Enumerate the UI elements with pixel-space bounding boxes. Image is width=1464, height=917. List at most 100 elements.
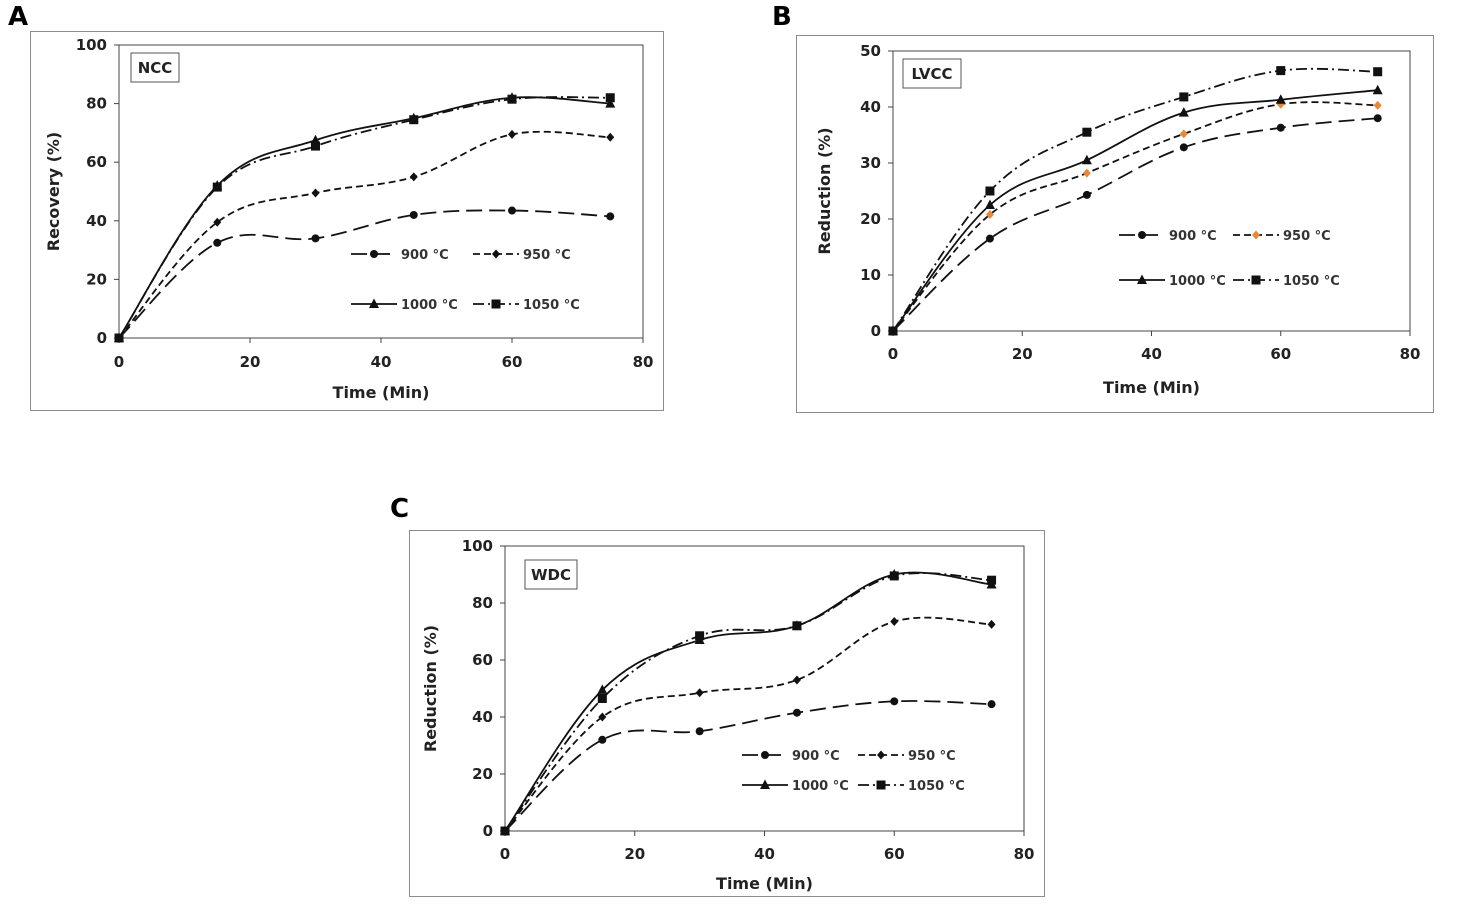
chart-a-data-point [605,93,615,103]
chart-b-data-point [1373,100,1382,110]
chart-c-ytick-label: 20 [472,765,493,783]
chart-c-data-point [598,712,607,722]
chart-a-data-point [311,234,320,243]
chart-a-data-point [311,141,320,151]
chart-a-data-point [409,210,418,219]
panel-label-a: A [8,2,29,32]
chart-a-data-point [508,129,516,139]
chart-c-xtick-label: 80 [1014,845,1035,863]
chart-b-y-axis-title: Reduction (%) [815,127,834,254]
chart-a-x-axis-title: Time (Min) [333,383,430,402]
chart-b-series-line [892,67,1378,332]
chart-c-data-point [792,708,801,717]
chart-c-xtick-label: 0 [500,845,510,863]
chart-b-ytick-label: 50 [860,42,881,60]
chart-a-y-axis-title: Recovery (%) [44,132,63,251]
chart-b-data-point [1082,190,1091,199]
chart-a-legend-marker [369,298,379,308]
chart-b-xtick-label: 60 [1270,345,1291,363]
chart-b-data-point [1179,129,1188,139]
chart-a-inset-label: NCC [138,59,173,77]
chart-c-legend-marker [877,750,885,760]
chart-b-data-point [1082,168,1091,178]
chart-b-data-point [1276,66,1286,76]
chart-b-legend-marker [1137,274,1147,284]
chart-panel-b: 0 10 20 30 40 50 0 20 40 60 80 Time (Min) Reduction … [796,35,1434,413]
chart-c-data-point [987,575,997,585]
chart-a-inset-box [130,52,180,83]
chart-c-xtick-label: 60 [884,845,905,863]
chart-b-xtick-label: 0 [888,345,898,363]
chart-c-data-point [792,675,801,685]
panel-label-c: C [390,494,410,524]
chart-b-x-axis-title: Time (Min) [1103,378,1200,397]
chart-b-xtick-label: 20 [1012,345,1033,363]
chart-c-inset-box [524,559,578,590]
chart-c-svg: 0 20 40 60 80 100 0 20 40 60 80 Time (Min) Reduction… [421,537,1035,893]
chart-c-legend-marker [876,780,886,790]
chart-b-data-point [1276,99,1285,109]
chart-c-data-point [890,697,899,706]
chart-c-legend-label: 950 °C [908,749,956,764]
chart-c-inset-label: WDC [531,566,571,584]
chart-c-series-1 [501,616,996,836]
chart-c-xtick-label: 40 [754,845,775,863]
chart-a-series-0 [115,206,615,342]
chart-c-data-point [695,688,704,698]
chart-c-data-point [987,700,996,709]
chart-c-data-point [695,631,705,641]
chart-a-legend-label: 1050 °C [523,298,580,313]
chart-c-legend-label: 900 °C [792,749,840,764]
chart-b-legend-marker [1251,275,1261,285]
chart-c-data-point [987,619,996,629]
chart-a-ytick-label: 60 [86,153,107,171]
chart-b-data-point [1373,114,1382,123]
chart-b-data-point [1081,154,1092,165]
chart-b-series-2 [888,84,1383,335]
chart-c-series-line [504,700,992,832]
chart-b-ytick-label: 40 [860,98,881,116]
chart-c-ytick-label: 100 [462,537,493,555]
chart-a-ytick-label: 20 [86,270,107,288]
chart-b-ytick-label: 10 [860,266,881,284]
chart-c-data-point [500,826,510,836]
chart-c-ytick-label: 60 [472,651,493,669]
chart-a-plot-area [118,44,644,339]
chart-c-legend-marker [761,751,769,759]
chart-a-xtick-label: 0 [114,353,124,371]
chart-a-data-point [606,212,615,221]
chart-b-xtick-label: 80 [1400,345,1421,363]
chart-b-data-point [1082,127,1092,137]
chart-a-data-point [212,182,222,192]
chart-b-plot-area [892,50,1411,332]
chart-b-data-point [1276,123,1285,132]
chart-a-xtick-label: 80 [633,353,654,371]
chart-b-data-point [1275,94,1286,104]
chart-c-ytick-label: 0 [483,822,493,840]
chart-a-legend-label: 900 °C [401,248,449,263]
chart-b-legend-label: 1000 °C [1169,274,1226,289]
chart-a-xtick-label: 40 [371,353,392,371]
chart-a-ytick-label: 0 [97,329,107,347]
chart-c-series-3 [500,571,997,836]
chart-b-legend-label: 950 °C [1283,229,1331,244]
chart-a-legend-marker [370,250,378,258]
chart-c-ytick-label: 80 [472,594,493,612]
chart-b-xtick-label: 40 [1141,345,1162,363]
chart-c-legend-label: 1050 °C [908,779,965,794]
chart-a-series-3 [114,93,615,343]
chart-a-svg: 0 20 40 60 80 100 0 20 40 60 80 Time (Min) Recovery … [44,36,654,402]
chart-a-data-point [311,188,320,198]
chart-a-data-point [114,333,124,343]
chart-c-ytick-label: 40 [472,708,493,726]
chart-a-legend-label: 950 °C [523,248,571,263]
chart-b-legend-marker [1138,231,1146,239]
chart-b-series-line [892,117,1378,332]
chart-b-data-point [985,186,995,196]
chart-b-inset-box [902,58,962,89]
chart-b-data-point [888,326,898,336]
chart-a-legend-marker [492,249,500,259]
chart-c-series-0 [501,697,996,835]
chart-c-series-line [504,571,992,832]
chart-a-ytick-label: 40 [86,212,107,230]
